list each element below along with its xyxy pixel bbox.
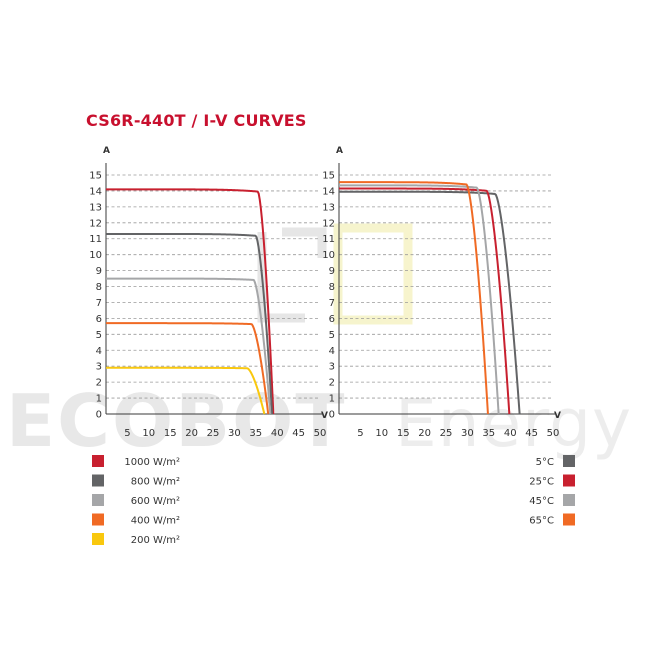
y-tick-label: 2: [329, 378, 335, 389]
y-tick-label: 7: [96, 298, 102, 309]
legend-swatch: [563, 513, 575, 526]
legend-label: 25°C: [529, 477, 554, 488]
y-tick-label: 11: [89, 234, 102, 245]
legend-label: 1000 W/m²: [124, 457, 180, 468]
y-tick-label: 13: [322, 202, 335, 213]
legend-swatch: [563, 474, 575, 487]
series-line: [339, 187, 511, 415]
x-tick-label: 40: [271, 428, 284, 439]
y-tick-label: 2: [96, 378, 102, 389]
watermark: ECOBOT Energy: [6, 223, 632, 463]
legend-label: 400 W/m²: [131, 516, 180, 527]
y-tick-label: 12: [89, 218, 102, 229]
x-axis-label: V: [554, 411, 561, 421]
x-tick-label: 40: [504, 428, 517, 439]
y-tick-label: 13: [89, 202, 102, 213]
legend-swatch: [92, 533, 104, 545]
watermark-brand: ECOBOT: [6, 379, 346, 463]
chart-title: CS6R-440T / I-V CURVES: [86, 111, 307, 130]
series-line: [106, 188, 275, 415]
y-tick-label: 5: [96, 330, 102, 341]
temperature-legend: 5°C 25°C 45°C 65°C: [529, 455, 575, 527]
series-line: [339, 184, 500, 415]
x-tick-label: 30: [228, 428, 241, 439]
y-tick-label: 8: [329, 282, 335, 293]
y-tick-label: 1: [96, 394, 102, 405]
legend-swatch: [563, 455, 575, 467]
y-tick-label: 9: [96, 266, 102, 277]
legend-swatch: [92, 513, 104, 526]
y-tick-label: 10: [89, 250, 102, 261]
y-tick-label: 3: [329, 362, 335, 373]
x-tick-label: 45: [292, 428, 305, 439]
x-tick-label: 50: [547, 428, 560, 439]
y-tick-label: 15: [89, 171, 102, 182]
y-tick-label: 4: [96, 346, 102, 357]
legend-label: 600 W/m²: [131, 496, 180, 507]
x-tick-label: 5: [357, 428, 363, 439]
y-axis-label: A: [336, 146, 343, 156]
x-tick-label: 15: [164, 428, 177, 439]
series-line: [106, 277, 272, 415]
y-tick-label: 6: [96, 314, 102, 325]
y-tick-label: 14: [89, 186, 102, 197]
irradiance-legend: 1000 W/m² 800 W/m² 600 W/m² 400 W/m² 200 W/m…: [92, 455, 180, 546]
y-tick-label: 14: [322, 186, 335, 197]
y-tick-label: 3: [96, 362, 102, 373]
y-tick-label: 0: [329, 410, 335, 421]
x-tick-label: 35: [249, 428, 262, 439]
y-tick-label: 0: [96, 410, 102, 421]
x-tick-label: 15: [397, 428, 410, 439]
y-tick-label: 6: [329, 314, 335, 325]
y-tick-label: 11: [322, 234, 335, 245]
series-line: [339, 190, 521, 415]
x-tick-label: 20: [418, 428, 431, 439]
legend-label: 45°C: [529, 496, 554, 507]
y-tick-label: 9: [329, 266, 335, 277]
y-axis-label: A: [103, 146, 110, 156]
legend-swatch: [92, 494, 104, 506]
x-tick-label: 45: [525, 428, 538, 439]
legend-swatch: [92, 455, 104, 467]
y-tick-label: 1: [329, 394, 335, 405]
legend-swatch: [563, 494, 575, 506]
legend-label: 5°C: [536, 457, 554, 468]
x-axis-label: V: [321, 411, 328, 421]
x-tick-label: 35: [482, 428, 495, 439]
y-tick-label: 12: [322, 218, 335, 229]
x-tick-label: 10: [142, 428, 155, 439]
x-tick-label: 5: [124, 428, 130, 439]
y-tick-label: 15: [322, 171, 335, 182]
x-tick-label: 20: [185, 428, 198, 439]
legend-label: 800 W/m²: [131, 477, 180, 488]
x-tick-label: 30: [461, 428, 474, 439]
y-tick-label: 5: [329, 330, 335, 341]
y-tick-label: 8: [96, 282, 102, 293]
legend-swatch: [92, 474, 104, 487]
x-tick-label: 25: [440, 428, 453, 439]
y-tick-label: 4: [329, 346, 335, 357]
y-tick-label: 10: [322, 250, 335, 261]
series-line: [106, 322, 270, 415]
legend-label: 200 W/m²: [131, 535, 180, 546]
x-tick-label: 25: [207, 428, 220, 439]
series-line: [106, 232, 274, 415]
series-line: [338, 181, 489, 415]
series-line: [105, 366, 266, 415]
legend-label: 65°C: [529, 516, 554, 527]
watermark-suffix: Energy: [395, 385, 632, 462]
x-tick-label: 50: [314, 428, 327, 439]
x-tick-label: 10: [375, 428, 388, 439]
y-tick-label: 7: [329, 298, 335, 309]
